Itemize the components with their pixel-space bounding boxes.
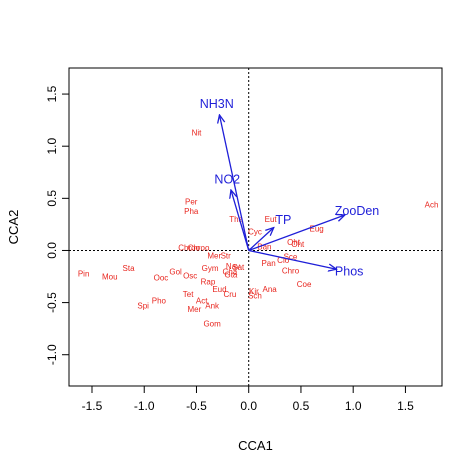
- x-tick-label: 0.0: [240, 399, 257, 413]
- plot-frame: [68, 67, 443, 387]
- x-axis-title: CCA1: [238, 438, 273, 453]
- site-label: Sce: [284, 253, 298, 262]
- environmental-vectors: NH3N NO2 TP ZooDen Phos: [200, 97, 380, 278]
- vector-arrow: [248, 215, 345, 252]
- site-label: Cha: [223, 267, 238, 276]
- x-tick-label: -1.0: [134, 399, 155, 413]
- site-label: Ana: [262, 285, 277, 294]
- x-tick-label: -1.5: [82, 399, 103, 413]
- vector-arrow: [219, 115, 250, 251]
- y-tick-label: 0.0: [45, 242, 59, 259]
- site-label: Chro: [282, 266, 300, 275]
- site-label: Mer: [187, 305, 201, 314]
- site-label: Act: [196, 297, 208, 306]
- x-tick-label: 0.5: [293, 399, 310, 413]
- site-label: Sta: [123, 264, 136, 273]
- site-label: Pha: [184, 207, 199, 216]
- vector-label: NH3N: [200, 97, 234, 111]
- vector-arrow: [248, 228, 274, 251]
- site-label: Clo: [277, 256, 290, 265]
- site-label: Eut: [265, 215, 278, 224]
- site-label: Ank: [205, 302, 220, 311]
- site-label: Spi: [137, 302, 149, 311]
- site-label: Kir: [249, 287, 259, 296]
- y-axis-title: CCA2: [6, 210, 21, 245]
- y-tick-label: 1.0: [45, 138, 59, 155]
- y-tick-label: 1.5: [45, 85, 59, 102]
- site-label: Gta: [224, 270, 237, 279]
- site-label: Cyc: [248, 228, 262, 237]
- y-tick-label: 0.5: [45, 190, 59, 207]
- x-tick-label: 1.0: [345, 399, 362, 413]
- x-axis: -1.5 -1.0 -0.5 0.0 0.5 1.0 1.5: [82, 386, 414, 413]
- site-label: Oht: [291, 240, 305, 249]
- site-label: Ooc: [154, 274, 169, 283]
- site-label: Tet: [183, 290, 194, 299]
- site-label: Mou: [102, 273, 118, 282]
- y-axis: -1.0 -0.5 0.0 0.5 1.0 1.5: [45, 85, 69, 365]
- site-label: Ban: [257, 242, 271, 251]
- site-label: Chroo: [178, 243, 200, 252]
- site-label: Oht: [287, 238, 301, 247]
- vector-arrow: [231, 190, 250, 251]
- vector-label: TP: [275, 213, 291, 227]
- x-tick-label: -0.5: [186, 399, 207, 413]
- site-label: Gom: [203, 319, 221, 328]
- reference-lines: [69, 68, 442, 386]
- site-label: Per: [185, 197, 198, 206]
- site-label: Eud: [212, 285, 226, 294]
- vector-label: NO2: [214, 172, 240, 186]
- site-label: Ach: [425, 201, 439, 210]
- site-label: Coe: [297, 280, 312, 289]
- site-label: Sch: [248, 291, 262, 300]
- site-label: Gol: [169, 267, 182, 276]
- vector-label: ZooDen: [335, 204, 380, 218]
- site-label: Nav: [226, 262, 240, 271]
- y-tick-label: -0.5: [45, 292, 59, 313]
- site-label: Gym: [202, 264, 219, 273]
- site-label: Rap: [201, 278, 216, 287]
- site-label: Pin: [78, 269, 90, 278]
- site-label: Nit: [192, 129, 203, 138]
- site-label: Chroo: [188, 243, 210, 252]
- site-label: Cru: [223, 290, 236, 299]
- site-label: Str: [221, 252, 232, 261]
- site-label: Mer: [207, 252, 221, 261]
- vector-arrow: [248, 249, 337, 269]
- site-label: Eug: [310, 225, 324, 234]
- x-tick-label: 1.5: [397, 399, 414, 413]
- y-tick-label: -1.0: [45, 344, 59, 365]
- site-label: Sat: [232, 263, 245, 272]
- site-label: Pho: [152, 297, 167, 306]
- vector-label: Phos: [335, 265, 364, 279]
- site-label: Tha: [229, 215, 243, 224]
- site-label: Osc: [183, 271, 197, 280]
- site-label: Pan: [261, 259, 275, 268]
